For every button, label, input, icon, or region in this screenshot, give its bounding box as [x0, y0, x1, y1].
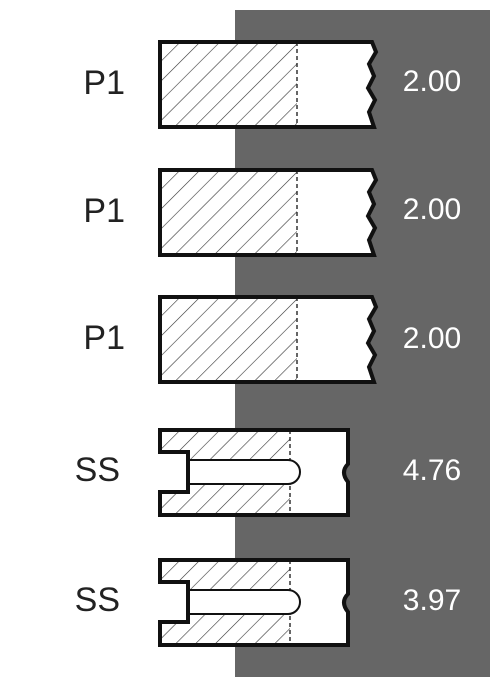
- ring-value: 2.00: [403, 322, 461, 355]
- ring-label: SS: [75, 581, 120, 619]
- ring-section: [158, 40, 378, 129]
- ring-label: SS: [75, 451, 120, 489]
- ring-label: P1: [83, 192, 125, 230]
- ring-section: [158, 295, 378, 384]
- ring-value: 2.00: [403, 65, 461, 98]
- ring-label: P1: [83, 64, 125, 102]
- ring-value: 4.76: [403, 454, 461, 487]
- ring-section: [158, 558, 350, 647]
- ring-section: [158, 428, 350, 517]
- ring-value: 3.97: [403, 584, 461, 617]
- ring-section: [158, 168, 378, 257]
- ring-value: 2.00: [403, 193, 461, 226]
- ring-label: P1: [83, 319, 125, 357]
